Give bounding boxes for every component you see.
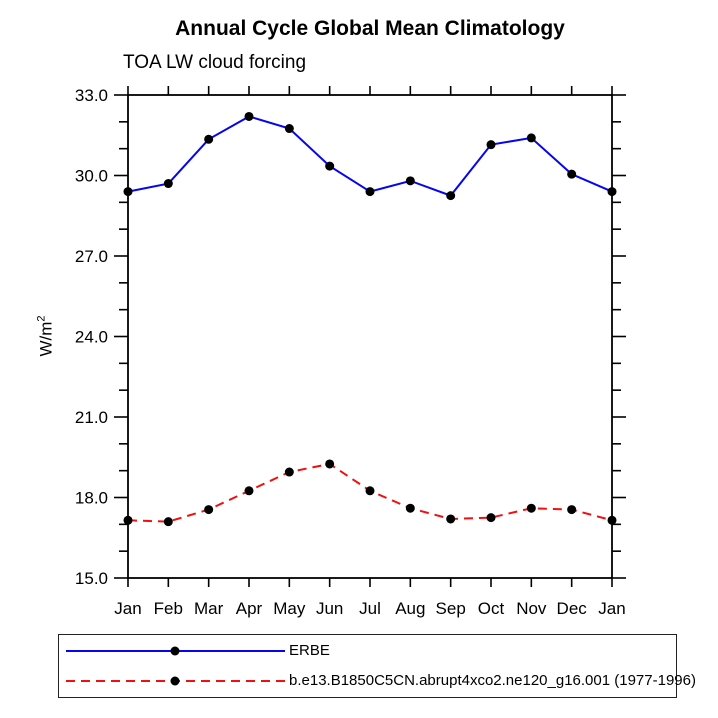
data-point-erbe [486,140,496,150]
data-point-erbe [567,169,577,179]
x-axis-tick-label: Sep [436,599,466,618]
y-axis-tick-label: 15.0 [75,569,108,588]
data-point-model [607,515,617,525]
x-axis-tick-label: Jul [359,599,381,618]
data-point-model [163,517,173,527]
data-point-model [204,505,214,515]
data-point-model [123,515,133,525]
data-point-erbe [325,161,335,171]
data-point-erbe [365,187,375,197]
data-point-model [446,514,456,524]
data-point-model [325,459,335,469]
data-point-model [284,467,294,477]
legend-label-model: b.e13.B1850C5CN.abrupt4xco2.ne120_g16.00… [289,672,696,689]
legend-marker-dot [170,646,180,656]
data-point-model [405,503,415,513]
data-point-model [567,505,577,515]
y-axis-tick-label: 33.0 [75,86,108,105]
x-axis-tick-label: Apr [236,599,263,618]
y-axis-tick-label: 30.0 [75,167,108,186]
data-point-model [244,486,254,496]
legend-entry-model: b.e13.B1850C5CN.abrupt4xco2.ne120_g16.00… [59,670,696,692]
series-line-erbe [127,115,613,197]
x-axis-tick-label: Dec [557,599,588,618]
data-point-erbe [446,191,456,201]
x-axis-tick-label: Aug [395,599,425,618]
legend-label-erbe: ERBE [289,642,330,659]
x-axis-tick-label: Feb [154,599,183,618]
chart-title: Annual Cycle Global Mean Climatology [175,17,565,40]
legend-box: ERBE b.e13.B1850C5CN.abrupt4xco2.ne120_g… [58,634,696,698]
data-point-erbe [405,176,415,186]
x-axis-tick-label: Jan [598,599,625,618]
data-point-erbe [284,124,294,134]
x-axis-tick-label: May [273,599,306,618]
data-point-erbe [204,134,214,144]
data-point-model [365,486,375,496]
data-point-erbe [526,133,536,143]
plot-frame [127,94,613,579]
x-axis-tick-label: Nov [516,599,547,618]
legend-sample-model [66,676,285,686]
x-axis-tick-label: Jan [114,599,141,618]
y-axis-tick-label: 21.0 [75,408,108,427]
data-point-erbe [123,187,133,197]
data-point-erbe [244,111,254,121]
y-axis-tick-label: 27.0 [75,247,108,266]
legend-marker-dot [170,676,180,686]
data-point-model [486,513,496,523]
data-point-erbe [163,179,173,189]
data-point-erbe [607,187,617,197]
y-axis-tick-label: 18.0 [75,489,108,508]
chart-subtitle: TOA LW cloud forcing [123,52,307,73]
x-axis-tick-label: Oct [478,599,505,618]
y-axis-tick-label: 24.0 [75,328,108,347]
x-axis-tick-label: Jun [316,599,343,618]
legend-entry-erbe: ERBE [59,640,676,662]
legend-sample-erbe [66,646,285,656]
x-axis-tick-label: Mar [194,599,224,618]
data-point-model [526,503,536,513]
